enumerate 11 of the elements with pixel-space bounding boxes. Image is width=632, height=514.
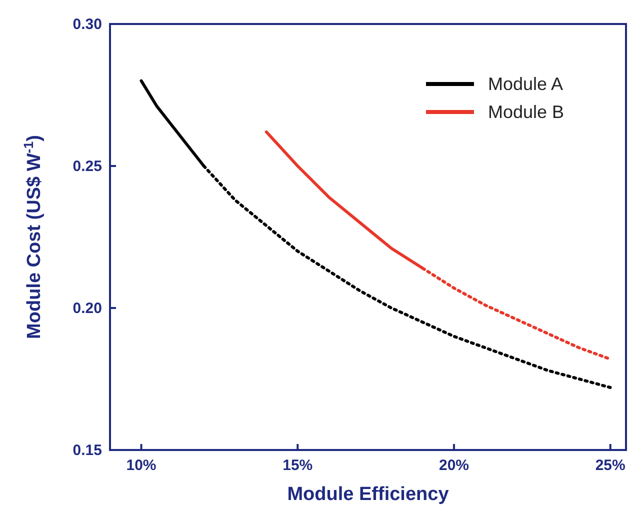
y-tick-label: 0.15 xyxy=(72,442,102,459)
x-tick-label: 10% xyxy=(126,457,156,474)
y-tick-label: 0.30 xyxy=(72,16,102,33)
legend-label: Module B xyxy=(488,102,564,122)
y-tick-label: 0.20 xyxy=(72,300,102,317)
legend-label: Module A xyxy=(488,74,564,94)
x-tick-label: 25% xyxy=(595,457,626,474)
x-axis-title: Module Efficiency xyxy=(287,484,450,505)
y-tick-label: 0.25 xyxy=(72,158,102,175)
x-tick-label: 15% xyxy=(282,457,313,474)
x-tick-label: 20% xyxy=(438,457,470,474)
